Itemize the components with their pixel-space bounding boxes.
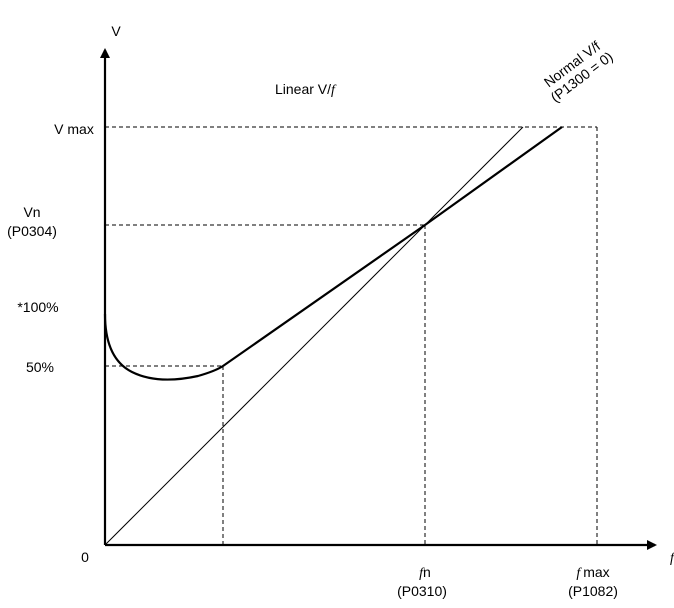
fn-label: fn [419, 564, 431, 581]
vmax-label: V max [54, 121, 94, 137]
fmax-param-label: (P1082) [568, 583, 618, 599]
y-axis-label: V [111, 23, 121, 39]
fmax-label: f max [576, 564, 609, 581]
linear-vf-boost-curve [103, 126, 563, 381]
vn-param-label: (P0304) [7, 223, 57, 239]
pct-100-label: *100% [17, 299, 58, 315]
vn-label: Vn [23, 204, 40, 220]
fn-param-label: (P0310) [397, 583, 447, 599]
normal-vf-line [104, 126, 524, 546]
pct-50-label: 50% [26, 359, 54, 375]
normal-vf-label-group: Normal V/f (P1300 = 0) [541, 38, 616, 106]
diagram-title: Linear V/f [275, 81, 337, 98]
x-axis-label: f [670, 551, 674, 566]
origin-label: 0 [81, 549, 89, 565]
